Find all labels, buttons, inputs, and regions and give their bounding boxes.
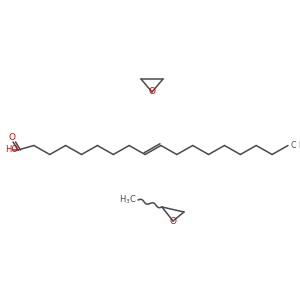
- Text: HO: HO: [5, 145, 18, 154]
- Text: H$_3$C: H$_3$C: [119, 194, 137, 206]
- Text: C H$_3$: C H$_3$: [290, 139, 300, 152]
- Text: O: O: [148, 88, 155, 97]
- Text: O: O: [169, 217, 176, 226]
- Text: O: O: [8, 134, 16, 142]
